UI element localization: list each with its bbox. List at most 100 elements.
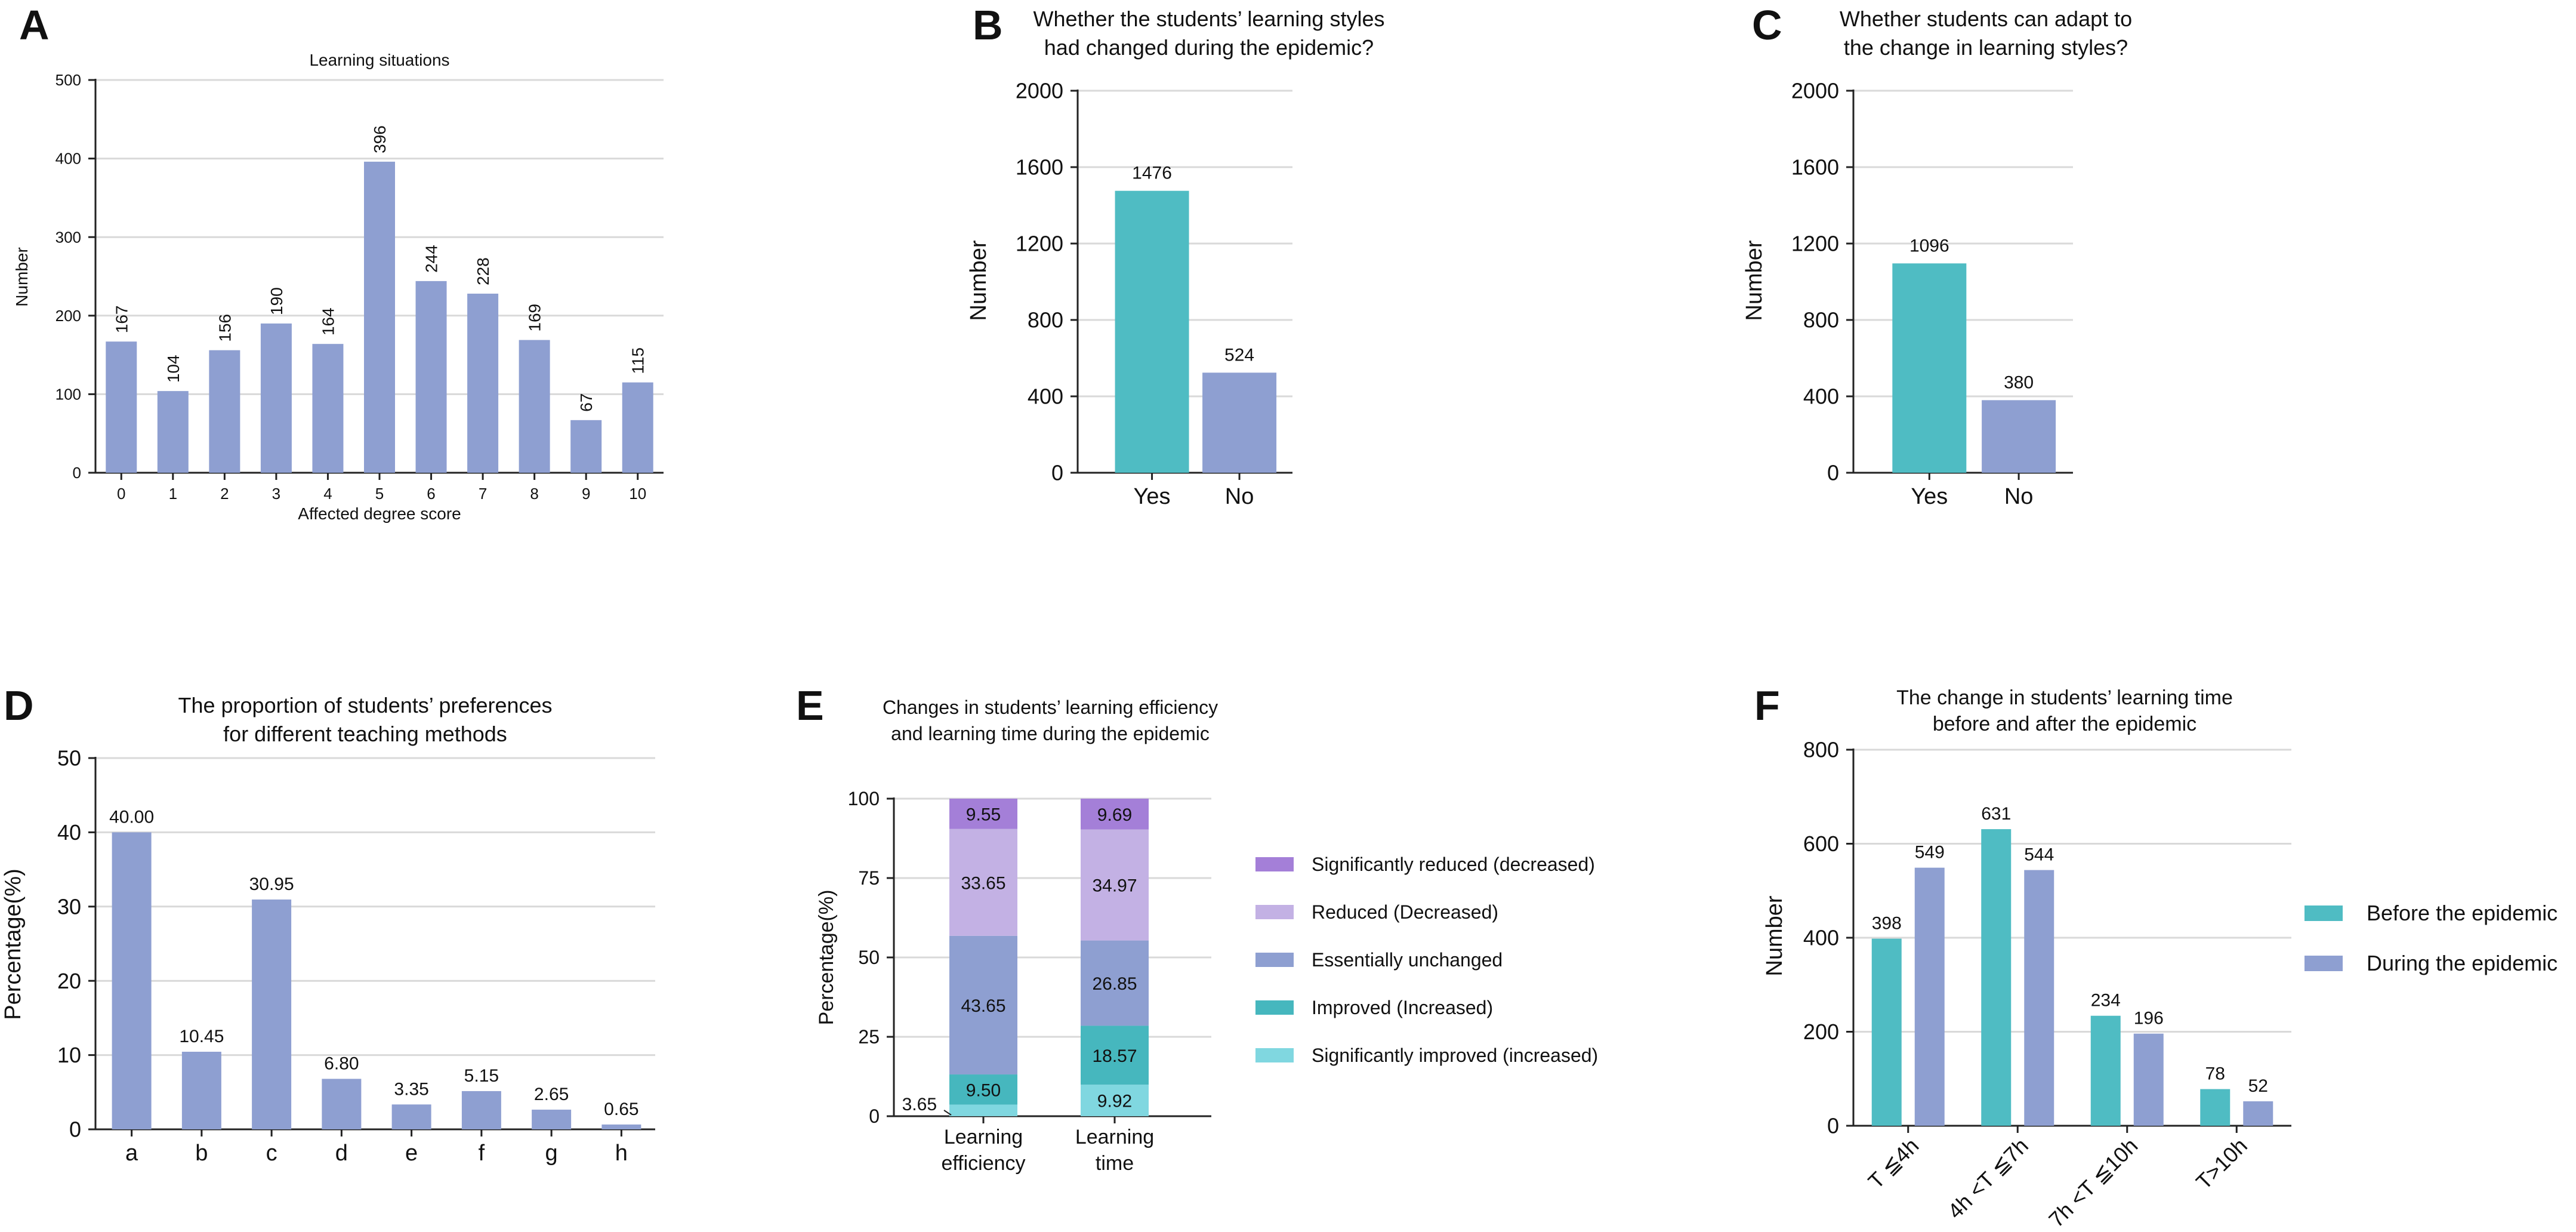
y-tick-label: 200 <box>1803 1020 1839 1044</box>
data-label: 167 <box>112 306 131 334</box>
y-tick-label: 75 <box>858 867 880 889</box>
data-label: 2.65 <box>534 1085 569 1104</box>
y-tick-label: 50 <box>858 947 880 968</box>
y-tick-label: 2000 <box>1016 79 1063 103</box>
panel-letter-b: B <box>973 2 1003 48</box>
data-label: 9.55 <box>966 805 1001 824</box>
bar <box>2024 870 2054 1126</box>
data-label: 52 <box>2248 1076 2268 1096</box>
data-label: 9.50 <box>966 1080 1001 1100</box>
y-tick-label: 400 <box>1803 384 1839 409</box>
x-tick-label: efficiency <box>941 1152 1025 1175</box>
chart-title-line: The change in students’ learning time <box>1896 686 2233 709</box>
leader-line <box>943 1110 952 1116</box>
data-label: 631 <box>1981 804 2011 824</box>
data-label: 244 <box>422 245 441 273</box>
bar <box>260 323 292 473</box>
stack-segment <box>1081 799 1149 830</box>
bar <box>1202 372 1277 473</box>
data-label: 0.65 <box>604 1099 638 1119</box>
y-tick-label: 1200 <box>1016 232 1063 256</box>
data-label: 78 <box>2205 1064 2225 1084</box>
x-tick-label: 3 <box>272 485 280 503</box>
x-tick-label: Yes <box>1911 484 1948 509</box>
y-tick-label: 0 <box>1827 461 1839 485</box>
y-tick-label: 500 <box>55 71 81 89</box>
bar <box>1892 263 1967 473</box>
y-tick-label: 100 <box>55 386 81 404</box>
y-axis-label: Percentage(%) <box>1 868 26 1020</box>
bar <box>1981 829 2012 1126</box>
data-label: 196 <box>2134 1009 2164 1028</box>
data-label: 380 <box>2004 372 2034 392</box>
x-tick-label: Yes <box>1134 484 1171 509</box>
panel-e: E Changes in students’ learning efficienc… <box>796 682 1598 1175</box>
y-tick-label: 40 <box>57 820 81 845</box>
legend-swatch <box>1255 1000 1294 1015</box>
data-label: 9.69 <box>1097 805 1132 825</box>
bar <box>519 340 550 473</box>
y-tick-label: 1200 <box>1791 232 1839 256</box>
y-tick-label: 0 <box>869 1105 880 1127</box>
legend-label: Reduced (Decreased) <box>1312 901 1498 923</box>
x-tick-label: Learning <box>944 1126 1023 1148</box>
bar <box>415 281 447 473</box>
stack-segment <box>949 799 1017 829</box>
chart-title-line: the change in learning styles? <box>1844 35 2128 60</box>
data-label: 26.85 <box>1092 974 1137 994</box>
x-tick-label: f <box>479 1141 485 1166</box>
bar <box>601 1124 641 1129</box>
x-tick-label: a <box>125 1141 138 1166</box>
legend-swatch <box>2304 905 2343 921</box>
data-label: 115 <box>629 347 647 374</box>
data-label: 40.00 <box>109 807 154 827</box>
y-tick-label: 0 <box>1051 461 1063 485</box>
chart-title-line: before and after the epidemic <box>1933 713 2196 735</box>
x-tick-label: 2 <box>220 485 229 503</box>
data-label: 33.65 <box>961 873 1005 893</box>
bar <box>570 420 602 473</box>
data-label: 164 <box>319 307 337 335</box>
data-label: 104 <box>164 355 183 383</box>
data-label: 10.45 <box>179 1027 224 1046</box>
panel-letter-d: D <box>4 682 34 729</box>
bar <box>622 382 653 473</box>
chart-title-line: and learning time during the epidemic <box>891 723 1210 744</box>
legend-label: Improved (Increased) <box>1312 997 1493 1018</box>
data-label: 156 <box>215 314 234 342</box>
legend-label: Significantly reduced (decreased) <box>1312 854 1595 875</box>
bar <box>252 899 292 1129</box>
x-tick-label: c <box>266 1141 277 1166</box>
data-label: 18.57 <box>1092 1046 1137 1066</box>
bar <box>1871 938 1902 1126</box>
panel-letter-a: A <box>19 2 50 48</box>
y-axis-label: Number <box>1762 895 1787 976</box>
data-label: 5.15 <box>464 1066 499 1086</box>
bar <box>391 1104 431 1129</box>
y-axis-label: Number <box>1742 240 1767 321</box>
x-tick-label: No <box>1225 484 1254 509</box>
x-tick-label: 6 <box>427 485 435 503</box>
bar <box>467 293 499 473</box>
stack-segment <box>1081 1085 1149 1116</box>
legend-swatch <box>2304 956 2343 971</box>
data-label: 228 <box>474 257 492 285</box>
chart-title-line: Whether the students’ learning styles <box>1034 7 1385 31</box>
bar <box>461 1091 501 1129</box>
data-label: 234 <box>2091 991 2121 1011</box>
y-tick-label: 400 <box>55 150 81 168</box>
chart-title-line: Whether students can adapt to <box>1840 7 2132 31</box>
x-tick-label: g <box>545 1141 558 1166</box>
data-label: 9.92 <box>1097 1092 1132 1111</box>
data-label: 549 <box>1915 843 1945 863</box>
chart-title-line: for different teaching methods <box>223 722 507 746</box>
data-label: 544 <box>2024 845 2054 865</box>
bar <box>2133 1033 2164 1126</box>
y-tick-label: 25 <box>858 1026 880 1048</box>
x-tick-label: d <box>335 1141 348 1166</box>
y-tick-label: 0 <box>1827 1114 1839 1138</box>
data-label: 524 <box>1224 345 1254 365</box>
x-tick-label: 4 <box>323 485 332 503</box>
data-label: 67 <box>577 393 596 412</box>
